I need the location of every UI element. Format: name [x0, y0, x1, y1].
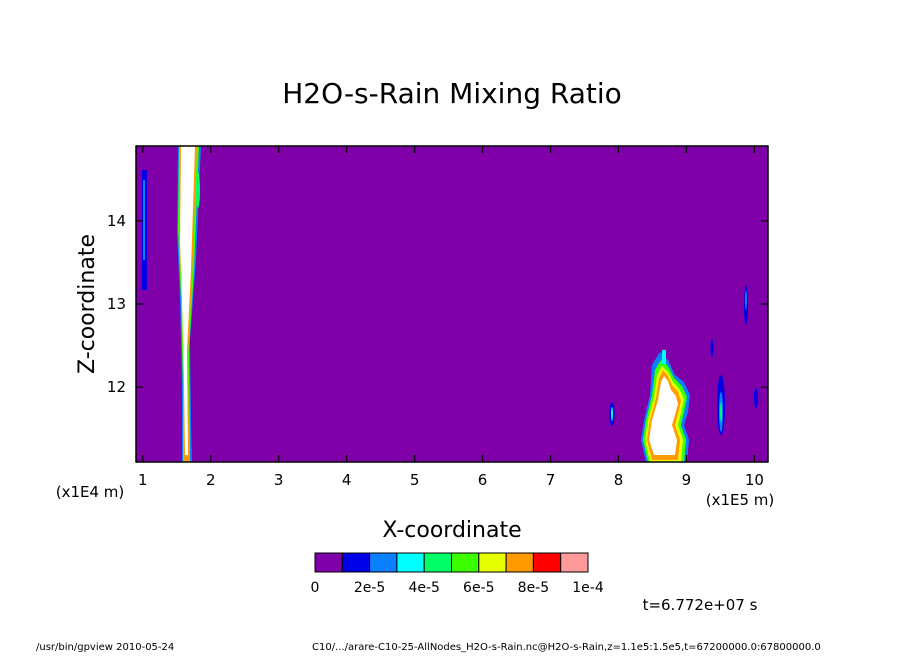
column-feature [177, 146, 201, 462]
x-tick-label: 8 [614, 471, 624, 489]
colorbar-swatch [369, 552, 398, 573]
colorbar [314, 552, 589, 573]
footer-left: /usr/bin/gpview 2010-05-24 [36, 642, 174, 653]
plot-area [135, 145, 769, 463]
x-unit-label: (x1E5 m) [706, 491, 775, 509]
x-tick-label: 10 [745, 471, 764, 489]
colorbar-swatch [396, 552, 425, 573]
y-unit-label: (x1E4 m) [56, 483, 125, 501]
colorbar-label: 0 [311, 580, 320, 596]
time-label: t=6.772e+07 s [643, 596, 758, 614]
y-tick-label: 12 [107, 378, 126, 396]
colorbar-swatch [451, 552, 480, 573]
y-tick-label: 13 [107, 295, 126, 313]
y-axis-label: Z-coordinate [75, 234, 100, 374]
colorbar-label: 2e-5 [354, 580, 385, 596]
colorbar-label: 4e-5 [408, 580, 439, 596]
axis-ticks [136, 146, 768, 462]
chart-title: H2O-s-Rain Mixing Ratio [282, 77, 622, 110]
speck-x9-2 [710, 339, 714, 357]
column-side-speck [196, 172, 200, 208]
colorbar-swatch [560, 552, 589, 573]
x-tick-label: 4 [342, 471, 352, 489]
colorbar-labels: 0 2e-5 4e-5 6e-5 8e-5 1e-4 [311, 580, 604, 596]
speck-x9-9-inner [745, 290, 747, 310]
x-tick-label: 1 [138, 471, 148, 489]
cluster-feature [641, 350, 690, 462]
colorbar-swatch [341, 552, 371, 573]
x-tick-label: 3 [274, 471, 284, 489]
x-tick-label: 9 [682, 471, 692, 489]
cluster-side-speck [662, 350, 666, 364]
cluster-white-core [649, 376, 678, 455]
y-tick-labels: 12 13 14 [107, 212, 126, 396]
footer-right: C10/.../arare-C10-25-AllNodes_H2O-s-Rain… [312, 642, 821, 653]
colorbar-swatch [423, 552, 453, 573]
speck-x10-1 [754, 388, 758, 408]
x-tick-label: 6 [478, 471, 488, 489]
speck-x7-7-inner [611, 407, 613, 421]
column-white-core [180, 146, 195, 455]
colorbar-label: 8e-5 [518, 580, 549, 596]
x-tick-label: 5 [410, 471, 420, 489]
y-tick-label: 14 [107, 212, 126, 230]
x-axis-label: X-coordinate [382, 518, 521, 543]
speck-x9-4-core [720, 402, 722, 422]
colorbar-label: 6e-5 [463, 580, 494, 596]
colorbar-swatch [505, 552, 534, 573]
colorbar-swatch [314, 552, 343, 573]
colorbar-swatch [532, 552, 562, 573]
colorbar-swatch [478, 552, 507, 573]
x-tick-label: 7 [546, 471, 556, 489]
x-tick-labels: 1 2 3 4 5 6 7 8 9 10 [138, 471, 764, 489]
x-tick-label: 2 [206, 471, 216, 489]
colorbar-label: 1e-4 [572, 580, 604, 596]
left-edge-streak-2 [143, 180, 145, 260]
